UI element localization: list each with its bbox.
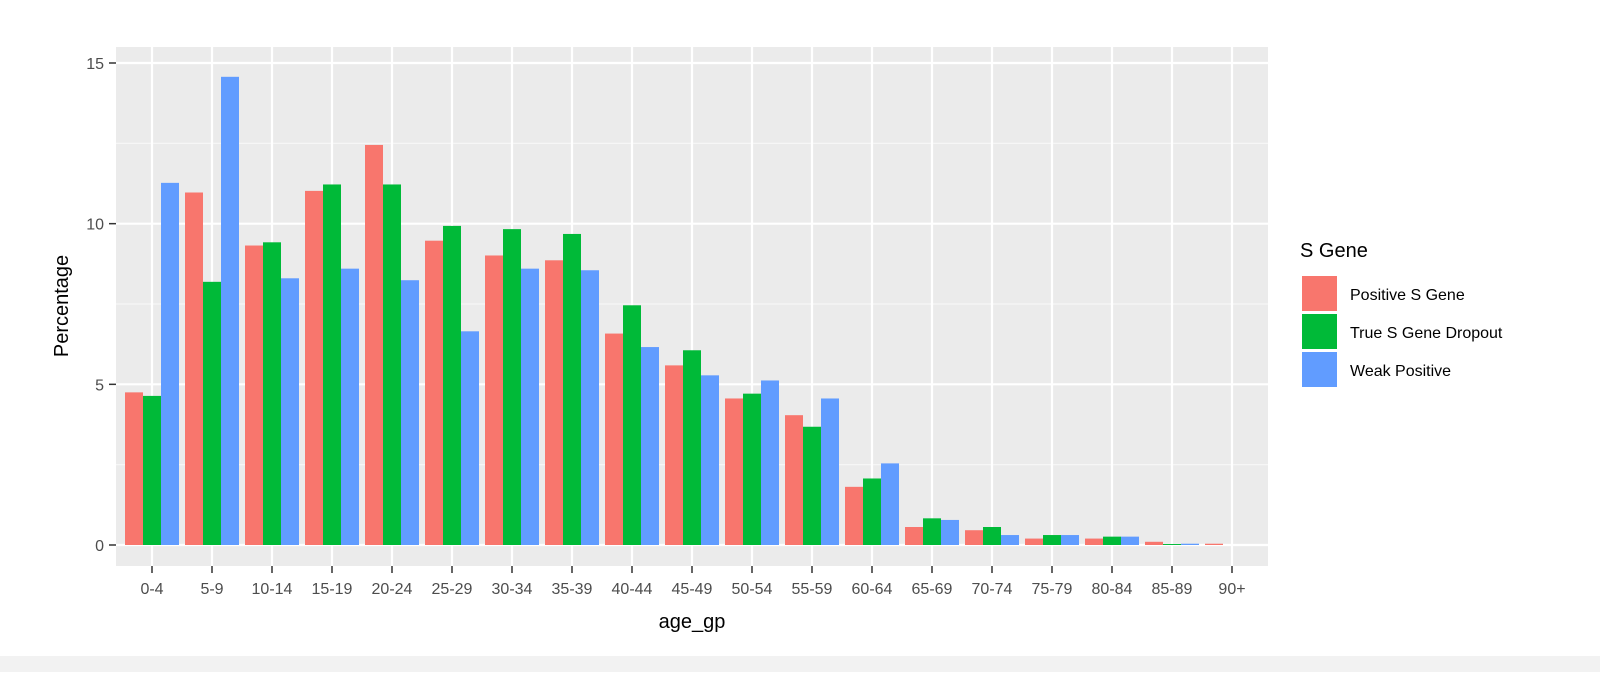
bar-true-s-gene-dropout-0-4 — [143, 395, 161, 545]
bar-true-s-gene-dropout-75-79 — [1043, 535, 1061, 545]
legend-label: Positive S Gene — [1350, 287, 1465, 304]
legend-label: Weak Positive — [1350, 363, 1451, 380]
x-tick-label: 50-54 — [732, 581, 773, 598]
bar-positive-s-gene-80-84 — [1085, 538, 1103, 545]
bar-true-s-gene-dropout-65-69 — [923, 518, 941, 545]
bar-true-s-gene-dropout-50-54 — [743, 393, 761, 545]
bar-true-s-gene-dropout-80-84 — [1103, 536, 1121, 545]
x-tick-label: 45-49 — [672, 581, 713, 598]
bar-weak-positive-5-9 — [221, 76, 239, 546]
bar-positive-s-gene-50-54 — [725, 398, 743, 545]
bar-positive-s-gene-90+ — [1205, 543, 1223, 545]
x-tick-label: 35-39 — [552, 581, 593, 598]
bar-weak-positive-25-29 — [461, 331, 479, 545]
x-tick-label: 65-69 — [912, 581, 953, 598]
y-tick-label: 0 — [95, 538, 104, 555]
bar-true-s-gene-dropout-85-89 — [1163, 544, 1181, 545]
x-tick-label: 55-59 — [792, 581, 833, 598]
bar-positive-s-gene-65-69 — [905, 527, 923, 545]
legend-swatch — [1302, 314, 1337, 349]
x-tick-label: 10-14 — [252, 581, 293, 598]
bar-weak-positive-35-39 — [581, 270, 599, 545]
bars — [125, 76, 1223, 546]
x-tick-label: 15-19 — [312, 581, 353, 598]
x-tick-label: 70-74 — [972, 581, 1013, 598]
bar-weak-positive-85-89 — [1181, 543, 1199, 545]
bar-positive-s-gene-55-59 — [785, 415, 803, 545]
bar-positive-s-gene-45-49 — [665, 365, 683, 545]
bar-positive-s-gene-25-29 — [425, 240, 443, 545]
bar-positive-s-gene-60-64 — [845, 486, 863, 545]
bar-weak-positive-65-69 — [941, 519, 959, 545]
bar-positive-s-gene-30-34 — [485, 255, 503, 545]
bar-weak-positive-50-54 — [761, 380, 779, 545]
x-tick-label: 25-29 — [432, 581, 473, 598]
bar-positive-s-gene-75-79 — [1025, 538, 1043, 545]
bar-weak-positive-60-64 — [881, 463, 899, 545]
bottom-band — [0, 656, 1600, 672]
x-tick-label: 80-84 — [1092, 581, 1133, 598]
bar-weak-positive-10-14 — [281, 278, 299, 545]
x-tick-label: 5-9 — [200, 581, 223, 598]
bar-weak-positive-55-59 — [821, 398, 839, 545]
bar-positive-s-gene-85-89 — [1145, 541, 1163, 545]
x-tick-label: 30-34 — [492, 581, 533, 598]
bar-weak-positive-45-49 — [701, 375, 719, 545]
bar-weak-positive-75-79 — [1061, 535, 1079, 545]
bar-weak-positive-40-44 — [641, 347, 659, 545]
bar-weak-positive-30-34 — [521, 268, 539, 545]
bar-positive-s-gene-70-74 — [965, 530, 983, 545]
bar-weak-positive-80-84 — [1121, 536, 1139, 545]
x-axis-title: age_gp — [659, 611, 726, 633]
bar-true-s-gene-dropout-5-9 — [203, 281, 221, 545]
legend: S Gene Positive S Gene True S Gene Dropou… — [1300, 240, 1503, 387]
bar-positive-s-gene-40-44 — [605, 333, 623, 545]
bar-positive-s-gene-10-14 — [245, 245, 263, 545]
x-tick-label: 85-89 — [1152, 581, 1193, 598]
x-tick-label: 90+ — [1218, 581, 1245, 598]
bar-true-s-gene-dropout-15-19 — [323, 184, 341, 546]
bar-positive-s-gene-35-39 — [545, 260, 563, 545]
y-tick-label: 15 — [86, 56, 104, 73]
legend-swatch — [1302, 276, 1337, 311]
bar-true-s-gene-dropout-70-74 — [983, 527, 1001, 545]
x-tick-label: 40-44 — [612, 581, 653, 598]
bar-true-s-gene-dropout-25-29 — [443, 225, 461, 545]
bar-true-s-gene-dropout-20-24 — [383, 184, 401, 546]
bar-true-s-gene-dropout-60-64 — [863, 478, 881, 545]
x-tick-label: 20-24 — [372, 581, 413, 598]
bar-true-s-gene-dropout-40-44 — [623, 305, 641, 545]
y-axis: 0 5 10 15 — [86, 56, 116, 555]
legend-label: True S Gene Dropout — [1350, 325, 1503, 342]
bar-true-s-gene-dropout-45-49 — [683, 350, 701, 545]
x-tick-label: 0-4 — [140, 581, 163, 598]
bar-weak-positive-70-74 — [1001, 535, 1019, 545]
y-tick-label: 5 — [95, 377, 104, 394]
x-axis: 0-4 5-9 10-14 15-19 20-24 25-29 30-34 35-39 40-4… — [140, 566, 1246, 598]
x-tick-label: 60-64 — [852, 581, 893, 598]
x-tick-label: 75-79 — [1032, 581, 1073, 598]
bar-weak-positive-15-19 — [341, 268, 359, 545]
bar-true-s-gene-dropout-35-39 — [563, 233, 581, 545]
bar-weak-positive-20-24 — [401, 280, 419, 545]
legend-swatch — [1302, 352, 1337, 387]
bar-positive-s-gene-15-19 — [305, 190, 323, 545]
bar-weak-positive-0-4 — [161, 182, 179, 545]
y-tick-label: 10 — [86, 217, 104, 234]
bar-true-s-gene-dropout-55-59 — [803, 426, 821, 545]
y-axis-title: Percentage — [51, 255, 73, 357]
bar-positive-s-gene-5-9 — [185, 192, 203, 546]
bar-true-s-gene-dropout-30-34 — [503, 229, 521, 545]
bar-positive-s-gene-20-24 — [365, 144, 383, 545]
legend-title: S Gene — [1300, 240, 1368, 262]
bar-true-s-gene-dropout-10-14 — [263, 242, 281, 545]
bar-positive-s-gene-0-4 — [125, 392, 143, 545]
